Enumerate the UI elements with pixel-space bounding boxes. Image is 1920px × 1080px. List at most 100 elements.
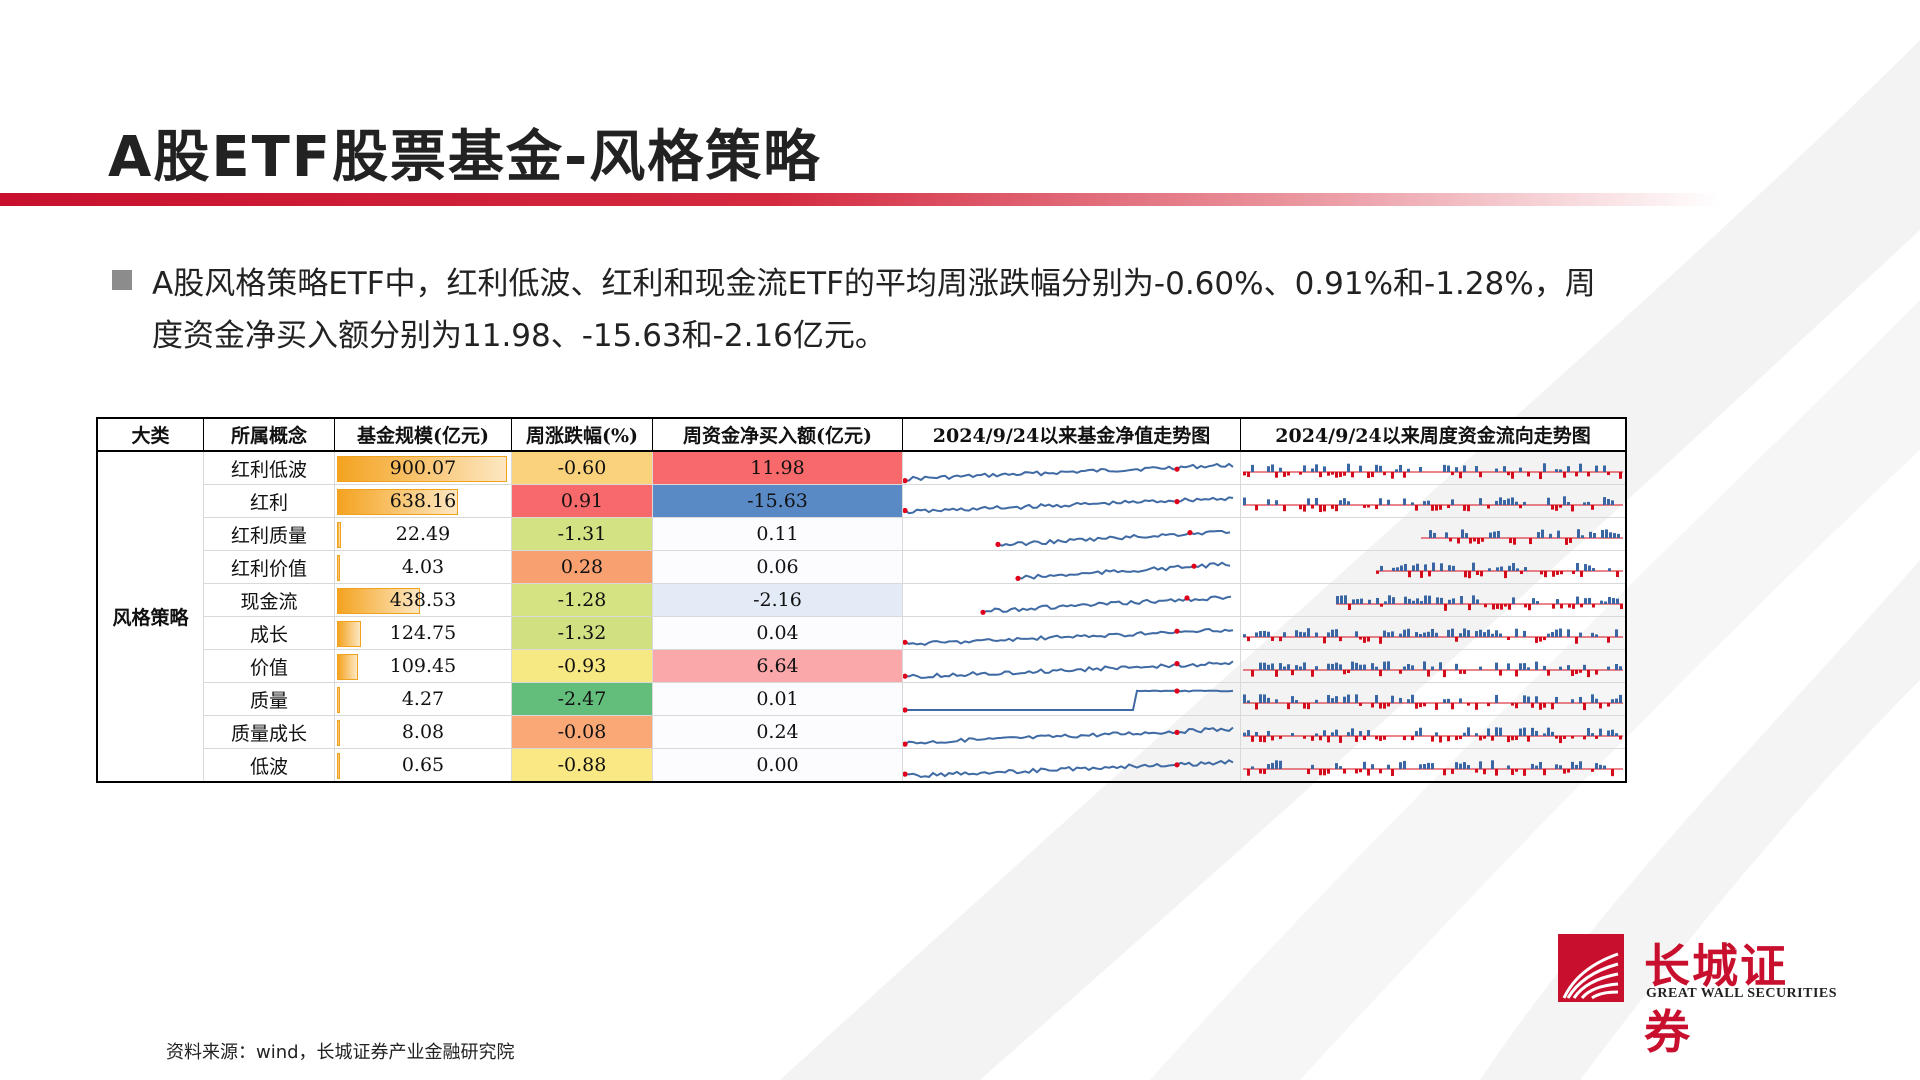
flow-bar-negative: [1463, 670, 1466, 674]
flow-bar-positive: [1617, 533, 1620, 538]
flow-bar-positive: [1263, 662, 1266, 670]
flow-bar-positive: [1551, 632, 1554, 637]
flow-bar-negative: [1380, 604, 1383, 607]
flow-bar-negative: [1463, 505, 1466, 511]
flow-sparkline-cell: [1240, 484, 1627, 518]
flow-bar-negative: [1279, 637, 1282, 642]
flow-bar-positive: [1459, 698, 1462, 703]
flow-bar-positive: [1455, 663, 1458, 670]
nav-sparkline: [903, 759, 1234, 779]
flow-bar-negative: [1500, 604, 1503, 610]
flow-bar-negative: [1468, 571, 1471, 579]
flow-bar-positive: [1436, 597, 1439, 604]
flow-bar-negative: [1484, 604, 1487, 608]
flow-bar-negative: [1565, 538, 1568, 545]
flow-sparkline-cell: [1240, 517, 1627, 551]
flow-bar-negative: [1411, 736, 1414, 741]
flow-bar-positive: [1335, 696, 1338, 703]
flow-bar-negative: [1431, 736, 1434, 742]
flow-bar-negative: [1275, 670, 1278, 677]
fund-size-databar: [337, 720, 340, 746]
flow-bar-negative: [1511, 703, 1514, 706]
flow-bar-negative: [1499, 670, 1502, 676]
nav-sparkline: [903, 726, 1234, 747]
net-inflow-cell: 0.06: [652, 550, 903, 584]
flow-bar-positive: [1323, 466, 1326, 472]
flow-bar-positive: [1567, 502, 1570, 505]
nav-line: [905, 689, 1234, 711]
flow-bar-negative: [1504, 604, 1507, 607]
flow-bar-negative: [1560, 571, 1563, 575]
flow-bar-positive: [1404, 596, 1407, 604]
flow-bar-positive: [1412, 600, 1415, 604]
header-fund-size: 基金规模(亿元): [334, 417, 512, 452]
flow-bar-negative: [1619, 472, 1622, 479]
nav-sparkline-cell: [902, 484, 1241, 518]
flow-bar-positive: [1479, 666, 1482, 670]
flow-bar-positive: [1499, 633, 1502, 637]
nav-line: [904, 660, 1234, 679]
weekly-return-cell: -1.32: [511, 616, 653, 650]
flow-bar-positive: [1612, 598, 1615, 604]
flow-bar-negative: [1287, 703, 1290, 710]
flow-bar-positive: [1527, 696, 1530, 703]
flow-bar-negative: [1481, 538, 1484, 542]
flow-bar-positive: [1423, 764, 1426, 769]
flow-bar-negative: [1487, 505, 1490, 509]
flow-bar-negative: [1599, 703, 1602, 709]
flow-bar-negative: [1415, 505, 1418, 511]
flow-bar-negative: [1319, 505, 1322, 513]
nav-sparkline: [903, 660, 1234, 679]
flow-bar-negative: [1408, 571, 1411, 578]
flow-bar-positive: [1411, 694, 1414, 703]
flow-bar-negative: [1335, 505, 1338, 512]
flow-bar-negative: [1343, 769, 1346, 774]
flow-bar-negative: [1275, 472, 1278, 478]
nav-sparkline: [903, 496, 1234, 515]
flow-bar-positive: [1555, 696, 1558, 703]
flow-bar-positive: [1512, 597, 1515, 604]
flow-bar-negative: [1359, 769, 1362, 773]
nav-low-marker: [903, 707, 908, 713]
flow-bar-negative: [1492, 604, 1495, 610]
flow-bar-positive: [1340, 595, 1343, 604]
flow-bar-negative: [1319, 736, 1322, 741]
flow-bar-negative: [1435, 505, 1438, 511]
flow-sparkline: [1376, 562, 1623, 579]
flow-sparkline: [1243, 694, 1623, 711]
flow-bar-negative: [1379, 670, 1382, 677]
net-inflow-cell: 0.00: [652, 748, 903, 783]
flow-bar-positive: [1547, 633, 1550, 637]
flow-bar-positive: [1403, 666, 1406, 670]
flow-bar-negative: [1591, 769, 1594, 772]
flow-bar-positive: [1315, 733, 1318, 736]
summary-text: A股风格策略ETF中，红利低波、红利和现金流ETF的平均周涨跌幅分别为-0.60…: [152, 266, 1596, 354]
flow-bar-negative: [1523, 769, 1526, 776]
flow-bar-negative: [1299, 472, 1302, 475]
flow-bar-positive: [1315, 632, 1318, 637]
flow-bar-positive: [1475, 733, 1478, 736]
flow-bar-positive: [1351, 728, 1354, 736]
flow-bar-positive: [1455, 467, 1458, 472]
flow-bar-negative: [1583, 736, 1586, 740]
flow-bar-positive: [1363, 761, 1366, 769]
flow-bar-positive: [1479, 761, 1482, 769]
flow-bar-negative: [1507, 736, 1510, 743]
flow-bar-positive: [1443, 699, 1446, 703]
flow-bar-positive: [1379, 465, 1382, 472]
flow-bar-negative: [1383, 736, 1386, 740]
flow-bar-negative: [1552, 571, 1555, 577]
flow-bar-positive: [1543, 665, 1546, 670]
nav-sparkline: [903, 462, 1234, 484]
flow-bar-positive: [1243, 497, 1246, 505]
flow-bar-positive: [1608, 568, 1611, 571]
flow-bar-positive: [1407, 468, 1410, 472]
flow-bar-negative: [1515, 703, 1518, 709]
nav-high-marker: [1191, 563, 1197, 569]
flow-bar-positive: [1299, 666, 1302, 670]
flow-bar-negative: [1563, 736, 1566, 739]
flow-bar-positive: [1507, 498, 1510, 505]
flow-bar-positive: [1327, 695, 1330, 703]
flow-bar-positive: [1395, 469, 1398, 472]
flow-bar-positive: [1427, 762, 1430, 769]
